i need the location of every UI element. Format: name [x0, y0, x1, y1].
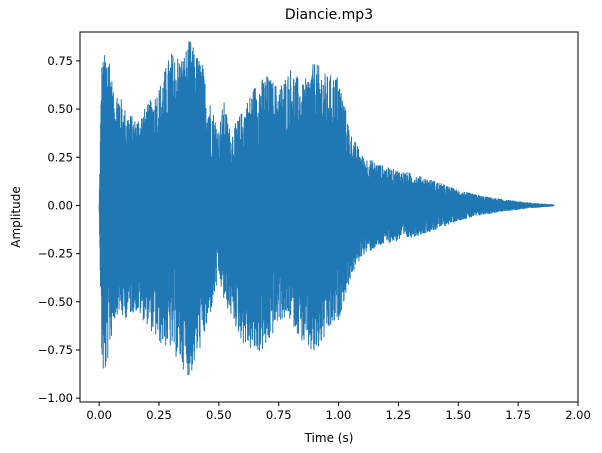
x-axis-label: Time (s)	[304, 431, 354, 445]
x-axis: 0.00 0.25 0.50 0.75 1.00 1.25 1.50 1.75 2.00	[86, 402, 591, 422]
x-tick-label: 0.75	[266, 408, 292, 422]
y-tick-label: −0.25	[38, 247, 73, 261]
y-tick-label: 0.50	[47, 102, 73, 116]
x-tick-label: 0.25	[146, 408, 172, 422]
x-tick-label: 0.50	[206, 408, 232, 422]
y-tick-label: 0.00	[47, 198, 73, 212]
x-tick-label: 0.00	[86, 408, 112, 422]
y-axis-label: Amplitude	[9, 186, 23, 248]
y-tick-label: −0.50	[38, 295, 73, 309]
plot-frame	[79, 31, 579, 403]
y-tick-label: 0.75	[47, 54, 73, 68]
y-tick-label: −1.00	[38, 391, 73, 405]
y-axis: −1.00 −0.75 −0.50 −0.25 0.00 0.25 0.50 0.75	[38, 54, 80, 405]
x-tick-label: 2.00	[565, 408, 591, 422]
x-tick-label: 1.75	[505, 408, 531, 422]
y-tick-label: 0.25	[47, 150, 73, 164]
x-tick-label: 1.00	[326, 408, 352, 422]
x-tick-label: 1.50	[445, 408, 471, 422]
plot-area	[98, 41, 555, 376]
y-tick-label: −0.75	[38, 343, 73, 357]
x-tick-label: 1.25	[386, 408, 412, 422]
waveform-series	[98, 41, 555, 376]
chart-title: Diancie.mp3	[285, 7, 373, 23]
